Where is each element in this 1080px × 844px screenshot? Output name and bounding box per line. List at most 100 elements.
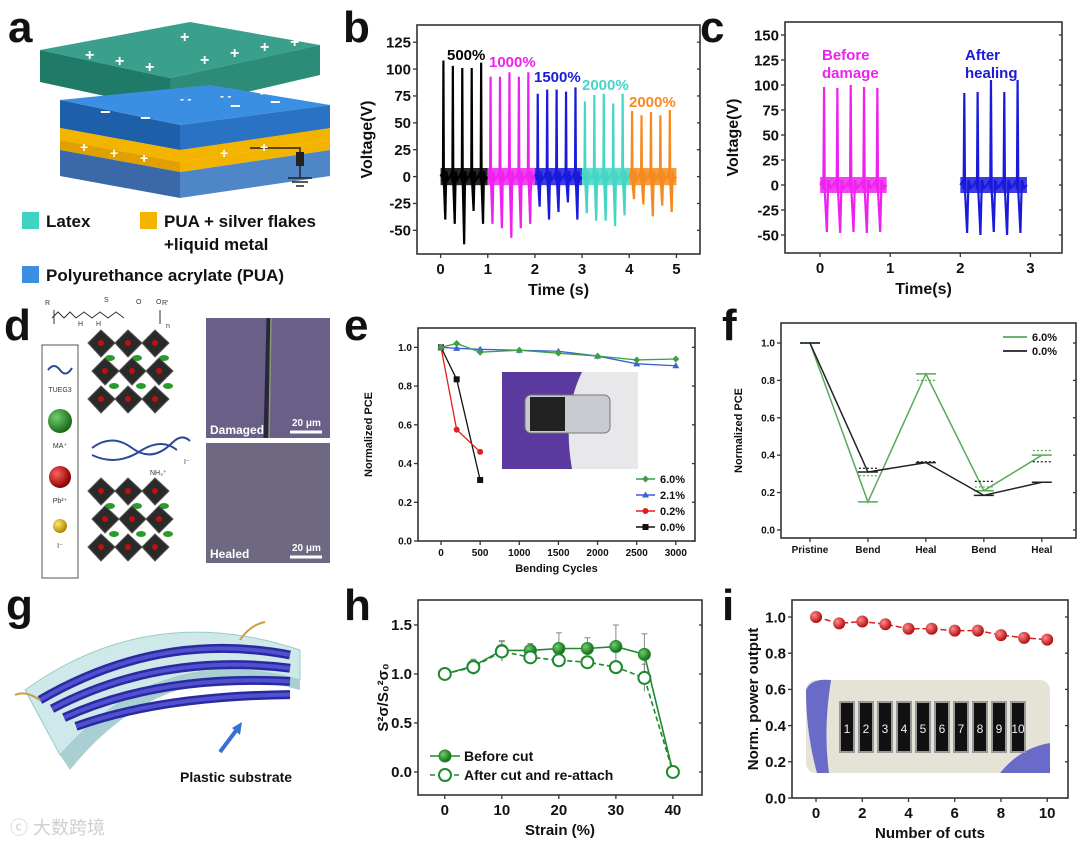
- pb-atom: [125, 396, 131, 402]
- triangle-marker: [672, 362, 680, 369]
- y-tick-label: 50: [394, 115, 411, 132]
- y-tick-label: 0.6: [765, 682, 786, 699]
- cell-number: 10: [1011, 722, 1025, 736]
- segment-label: After: [965, 47, 1000, 64]
- x-tick-label: 3: [1026, 260, 1034, 277]
- x-tick-label: 30: [608, 802, 625, 819]
- micrograph-label-healed: Healed: [210, 547, 249, 561]
- segment-label: 2000%: [582, 77, 629, 94]
- chart-f: [777, 322, 1077, 542]
- plot-frame: [780, 322, 1077, 539]
- cell: [991, 701, 1007, 753]
- pb-atom: [129, 516, 135, 522]
- cell: [915, 701, 931, 753]
- y-tick-label: 100: [386, 61, 411, 78]
- watermark: ⓒ 大数跨境: [10, 818, 105, 838]
- x-axis-label: Strain (%): [525, 822, 595, 839]
- legend-label: 6.0%: [660, 474, 685, 486]
- panel-label-c: c: [700, 3, 724, 52]
- pb-atom: [125, 488, 131, 494]
- bottom-pua-side: [180, 150, 330, 198]
- pb-icon: [49, 466, 71, 488]
- ball-marker: [902, 622, 915, 635]
- diamond-marker: [476, 348, 484, 356]
- ball-marker: [994, 629, 1007, 642]
- panel-e-inset-photo: [502, 372, 638, 469]
- cell-number: 3: [882, 722, 889, 736]
- x-axis-label: Time(s): [895, 281, 952, 298]
- plus-sign: +: [220, 145, 228, 161]
- pb-atom: [98, 544, 104, 550]
- ground-resistor: [296, 152, 304, 166]
- lead-wire: [14, 692, 41, 701]
- polymer-structure: [51, 310, 161, 324]
- x-tick-label: 2500: [626, 548, 649, 559]
- pb-atom: [102, 368, 108, 374]
- circle-marker: [453, 426, 460, 433]
- plus-sign: +: [115, 53, 124, 70]
- x-tick-label: 6: [951, 805, 959, 822]
- y-axis-label: Voltage(V): [359, 101, 376, 179]
- chem-label: R: [45, 300, 50, 307]
- minus-sign: −: [140, 108, 151, 128]
- series-line: [440, 346, 676, 367]
- chem-label: H: [78, 321, 83, 328]
- scale-label: 20 μm: [292, 543, 321, 554]
- legend-swatch-latex: [22, 212, 39, 229]
- y-tick-label: 75: [394, 88, 411, 105]
- noise-band: [440, 167, 488, 186]
- tueg3-icon: [47, 365, 73, 375]
- segment-label: 1000%: [489, 54, 536, 71]
- open-circle-marker: [438, 768, 452, 782]
- triangle-marker: [642, 491, 649, 498]
- open-circle-marker: [437, 666, 452, 681]
- pb-atom: [129, 368, 135, 374]
- ma-molecule: [109, 383, 119, 389]
- open-circle-marker: [608, 660, 623, 675]
- panel-label-i: i: [722, 581, 734, 630]
- noise-band: [629, 167, 677, 186]
- electrode-front: [60, 140, 180, 172]
- x-tick-label: 10: [1039, 805, 1056, 822]
- x-tick-label: 0: [441, 802, 449, 819]
- chem-label: O: [136, 299, 142, 306]
- x-tick-label: 20: [551, 802, 568, 819]
- y-tick-label: 0.0: [398, 537, 412, 548]
- charts: [22, 21, 1077, 802]
- plus-sign: +: [180, 29, 189, 46]
- ground-icon: [288, 170, 312, 187]
- pb-atom: [125, 544, 131, 550]
- square-marker: [477, 477, 484, 484]
- voltage-trace: [819, 84, 888, 234]
- species-label: MA⁺: [53, 443, 68, 450]
- ma-molecule: [163, 383, 173, 389]
- x-tick-label: 2000: [586, 548, 609, 559]
- y-tick-label: 75: [762, 102, 779, 119]
- cell: [858, 701, 874, 753]
- y-tick-label: -25: [757, 202, 779, 219]
- y-tick-label: 0.4: [761, 451, 775, 462]
- square-marker: [453, 376, 460, 383]
- open-circle-marker: [551, 653, 566, 668]
- y-axis-label: Normalized PCE: [733, 388, 745, 473]
- micrograph-label-damaged: Damaged: [210, 423, 264, 437]
- ma-molecule: [136, 383, 146, 389]
- open-circle-marker: [580, 655, 595, 670]
- circle-marker: [642, 508, 649, 514]
- cell: [896, 701, 912, 753]
- y-tick-label: 1.5: [391, 617, 412, 634]
- ma-molecule: [132, 503, 142, 509]
- ball-marker: [810, 611, 823, 624]
- y-tick-label: 0.0: [761, 525, 775, 536]
- voltage-trace: [439, 60, 489, 245]
- ma-molecule: [105, 355, 115, 361]
- plus-sign: +: [230, 45, 239, 62]
- x-axis-label: Time (s): [528, 282, 589, 299]
- healed-micrograph: [206, 443, 330, 563]
- y-tick-label: 50: [762, 127, 779, 144]
- plus-sign: +: [80, 139, 88, 155]
- diamond-marker: [554, 349, 562, 357]
- series-line: [444, 650, 674, 773]
- plus-sign: +: [260, 139, 268, 155]
- ball-marker: [971, 624, 984, 637]
